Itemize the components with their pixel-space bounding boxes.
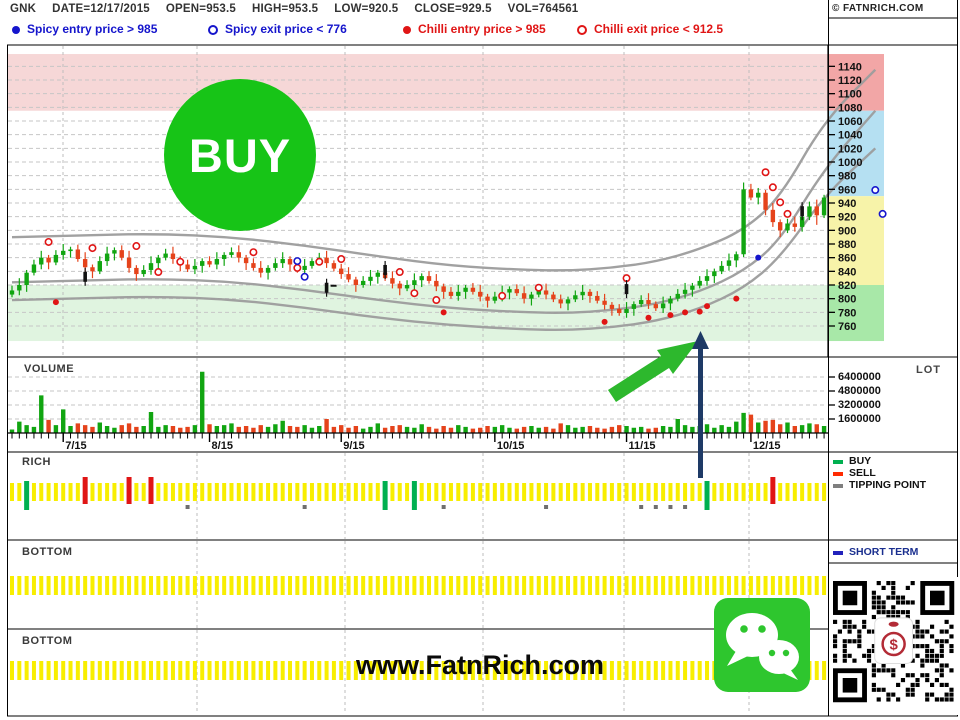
open-field: OPEN=953.5 — [165, 3, 236, 15]
short-term-dash-icon — [833, 551, 843, 555]
date-field: DATE=12/17/2015 — [52, 3, 150, 15]
close-field: CLOSE=929.5 — [414, 3, 492, 15]
svg-text:1040: 1040 — [838, 130, 862, 142]
copyright-label: © FATNRICH.COM — [832, 3, 924, 14]
annotation-arrows — [608, 331, 709, 478]
svg-text:880: 880 — [838, 239, 856, 251]
signal-legend: Spicy entry price > 985 Spicy exit price… — [0, 22, 828, 42]
volume-axis-1600000: 1600000 — [838, 413, 881, 425]
svg-text:9/15: 9/15 — [343, 440, 364, 452]
signal-markers — [44, 168, 887, 325]
svg-text:1120: 1120 — [838, 75, 862, 87]
svg-text:1000: 1000 — [838, 157, 862, 169]
short-term-legend: SHORT TERM — [849, 546, 919, 558]
rich-legend-buy: BUY — [849, 455, 872, 467]
sell-dash-icon — [833, 472, 843, 476]
svg-text:12/15: 12/15 — [753, 440, 781, 452]
site-watermark: www.FatnRich.com — [355, 650, 605, 680]
legend-spicy-entry: Spicy entry price > 985 — [12, 22, 157, 36]
svg-text:1140: 1140 — [838, 61, 862, 73]
volume-field: VOL=764561 — [507, 3, 579, 15]
volume-axis-4800000: 4800000 — [838, 385, 881, 397]
buy-dash-icon — [833, 460, 843, 464]
high-field: HIGH=953.5 — [251, 3, 319, 15]
legend-chilli-entry: Chilli entry price > 985 — [403, 22, 546, 36]
tipping-dash-icon — [833, 484, 843, 488]
svg-text:1060: 1060 — [838, 116, 862, 128]
volume-bars — [9, 371, 827, 433]
svg-text:7/15: 7/15 — [65, 440, 86, 452]
filled-circle-icon — [12, 25, 20, 34]
low-field: LOW=920.5 — [334, 3, 399, 15]
svg-text:$: $ — [889, 637, 898, 654]
qr-code: $ — [829, 577, 959, 715]
legend-chilli-exit: Chilli exit price < 912.5 — [577, 22, 723, 36]
svg-text:820: 820 — [838, 280, 856, 292]
svg-text:900: 900 — [838, 225, 856, 237]
buy-badge-label: BUY — [188, 128, 292, 182]
time-axis: 7/15 8/15 9/15 10/15 11/15 12/15 — [7, 376, 835, 452]
symbol: GNK — [10, 3, 37, 15]
svg-text:960: 960 — [838, 184, 856, 196]
envelope-bands — [11, 68, 877, 332]
navy-up-arrow-shaft — [698, 346, 703, 478]
green-up-right-arrow — [608, 341, 698, 402]
svg-text:10/15: 10/15 — [497, 440, 525, 452]
open-circle-icon — [208, 24, 218, 35]
buy-badge: BUY — [164, 79, 316, 231]
wechat-icon — [714, 598, 810, 692]
rich-pane-label: RICH — [22, 456, 51, 468]
quote-header: GNK DATE=12/17/2015 OPEN=953.5 HIGH=953.5 LO… — [10, 3, 594, 15]
navy-up-arrow-head — [692, 331, 709, 349]
pane-borders — [7, 0, 958, 717]
legend-spicy-exit: Spicy exit price < 776 — [208, 22, 347, 36]
volume-axis-3200000: 3200000 — [838, 399, 881, 411]
rich-legend-sell: SELL — [849, 467, 876, 479]
envelope-lower — [11, 147, 877, 332]
svg-text:940: 940 — [838, 198, 856, 210]
svg-text:840: 840 — [838, 266, 856, 278]
bottom1-pane-label: BOTTOM — [22, 546, 73, 558]
rich-legend-tipping-point: TIPPING POINT — [849, 479, 927, 491]
svg-text:1080: 1080 — [838, 102, 862, 114]
svg-text:800: 800 — [838, 294, 856, 306]
svg-text:1020: 1020 — [838, 143, 862, 155]
open-circle-icon — [577, 24, 587, 35]
envelope-upper — [11, 68, 877, 272]
candlesticks — [9, 182, 827, 318]
bottom-signal-rows — [10, 576, 827, 680]
lot-unit-label: LOT — [916, 364, 941, 376]
volume-axis-6400000: 6400000 — [838, 371, 881, 383]
rich-signal-row — [10, 477, 827, 510]
svg-text:1100: 1100 — [838, 89, 862, 101]
volume-pane-label: VOLUME — [24, 363, 75, 375]
bottom2-pane-label: BOTTOM — [22, 635, 73, 647]
svg-text:780: 780 — [838, 307, 856, 319]
svg-text:760: 760 — [838, 321, 856, 333]
gridlines — [8, 46, 826, 714]
svg-text:920: 920 — [838, 212, 856, 224]
svg-text:980: 980 — [838, 171, 856, 183]
envelope-middle — [11, 109, 877, 314]
svg-text:11/15: 11/15 — [629, 440, 656, 452]
filled-circle-icon — [403, 25, 411, 34]
svg-text:860: 860 — [838, 253, 856, 265]
svg-text:8/15: 8/15 — [212, 440, 233, 452]
